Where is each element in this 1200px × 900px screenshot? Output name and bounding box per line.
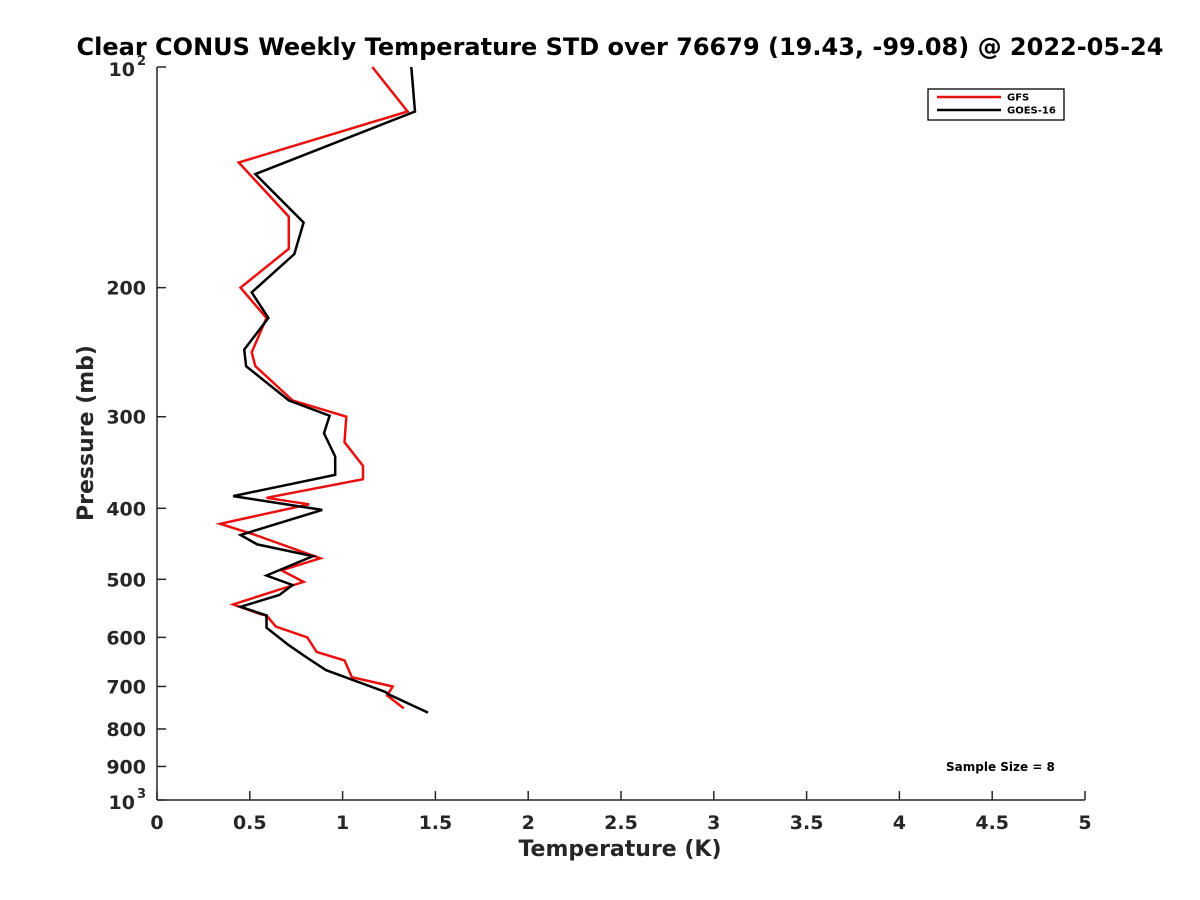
x-tick-label: 3.5: [790, 812, 824, 834]
x-axis-label: Temperature (K): [518, 837, 721, 862]
x-tick-label: 3: [707, 812, 720, 834]
x-tick-label: 4.5: [975, 812, 1009, 834]
x-tick-label: 0: [150, 812, 163, 834]
series-layer: [215, 66, 429, 714]
y-tick-label: 900: [106, 756, 146, 778]
sample-size-annotation: Sample Size = 8: [946, 760, 1055, 774]
y-tick-label: 800: [106, 719, 146, 741]
y-tick-exponent: 2: [137, 54, 146, 69]
y-tick-label: 10: [109, 792, 135, 814]
y-tick-label: 500: [106, 569, 146, 591]
x-ticks: 0 0.5 1 1.5 2 2.5 3 3.5 4 4.5 5: [150, 791, 1092, 834]
axes: 0 0.5 1 1.5 2 2.5 3 3.5 4 4.5 5 10 2200300400500600…: [106, 54, 1091, 834]
y-tick-label: 700: [106, 676, 146, 698]
legend-box: [927, 88, 1065, 121]
y-axis-label: Pressure (mb): [74, 345, 99, 521]
series-line-gfs: [215, 66, 410, 710]
y-tick-exponent: 3: [137, 787, 146, 802]
series-line-goes16: [232, 66, 429, 714]
legend-label-goes16: GOES-16: [1007, 106, 1056, 117]
legend: GFS GOES-16: [927, 88, 1065, 121]
y-tick-label: 300: [106, 407, 146, 429]
y-tick-label: 10: [109, 59, 135, 81]
x-tick-label: 1.5: [419, 812, 453, 834]
y-tick-label: 200: [106, 278, 146, 300]
x-tick-label: 2.5: [604, 812, 638, 834]
x-tick-label: 4: [893, 812, 906, 834]
legend-label-gfs: GFS: [1007, 93, 1029, 104]
x-tick-label: 0.5: [233, 812, 267, 834]
x-tick-label: 1: [336, 812, 349, 834]
y-tick-label: 400: [106, 498, 146, 520]
y-tick-label: 600: [106, 627, 146, 649]
chart-title: Clear CONUS Weekly Temperature STD over …: [77, 33, 1164, 61]
x-tick-label: 5: [1078, 812, 1091, 834]
x-tick-label: 2: [522, 812, 535, 834]
